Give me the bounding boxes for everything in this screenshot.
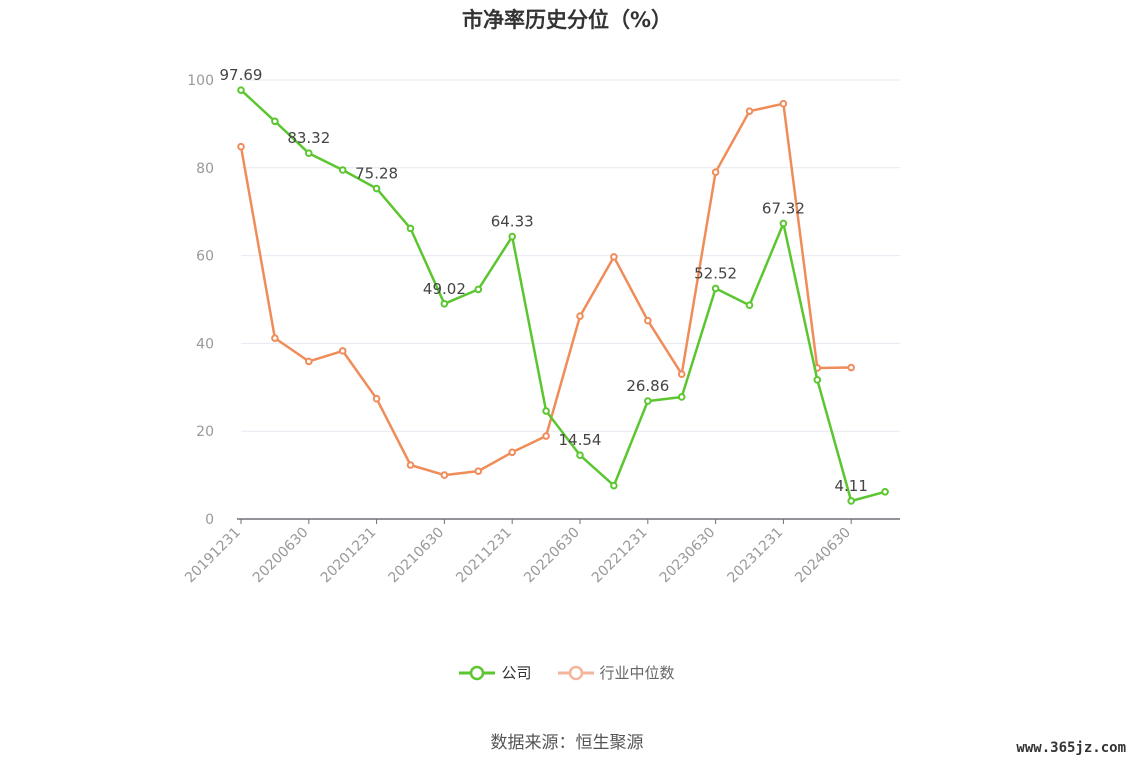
series-lines (237, 86, 889, 505)
data-point-s1-18[interactable] (847, 363, 856, 372)
chart-title: 市净率历史分位（%） (461, 8, 673, 32)
legend-label-company: 公司 (501, 664, 532, 682)
data-label-14: 52.52 (694, 264, 737, 282)
data-point-s1-8[interactable] (508, 448, 517, 457)
data-point-s0-16[interactable] (779, 219, 788, 228)
data-label-18: 4.11 (834, 477, 867, 495)
y-tick-label-0: 0 (205, 512, 214, 528)
data-point-s1-14[interactable] (711, 168, 720, 176)
data-point-s0-19[interactable] (881, 487, 889, 496)
data-point-s1-10[interactable] (576, 312, 584, 320)
grid-lines (241, 79, 900, 432)
data-point-s1-13[interactable] (677, 370, 686, 378)
data-point-s1-15[interactable] (745, 107, 754, 115)
x-tick-label-8: 20231231 (725, 525, 787, 587)
data-label-8: 64.33 (491, 213, 534, 231)
data-point-s0-17[interactable] (813, 376, 822, 384)
data-point-s0-18[interactable] (847, 497, 856, 505)
data-point-s0-0[interactable] (237, 86, 245, 94)
data-point-s0-13[interactable] (677, 393, 686, 401)
data-label-4: 75.28 (355, 165, 398, 183)
y-tick-label-5: 100 (187, 73, 214, 89)
x-tick-label-9: 20240630 (792, 525, 854, 587)
data-label-6: 49.02 (423, 280, 466, 298)
data-point-s0-3[interactable] (338, 166, 347, 174)
y-tick-label-4: 80 (196, 161, 214, 177)
data-point-s0-10[interactable] (576, 451, 584, 459)
data-point-s0-1[interactable] (271, 117, 279, 126)
x-tick-label-5: 20220630 (521, 525, 583, 587)
x-tick-label-6: 20221231 (589, 525, 651, 587)
data-point-s0-12[interactable] (644, 397, 652, 405)
x-tick-label-1: 20200630 (250, 525, 312, 587)
legend: 公司 行业中位数 (0, 662, 1134, 683)
data-point-s1-9[interactable] (542, 432, 550, 440)
data-point-s0-7[interactable] (474, 285, 483, 294)
data-point-s1-11[interactable] (610, 253, 618, 261)
data-point-s0-2[interactable] (305, 149, 313, 158)
data-point-s1-7[interactable] (474, 467, 483, 475)
data-label-16: 67.32 (762, 199, 805, 217)
data-point-s1-4[interactable] (372, 394, 381, 403)
legend-label-industry-median: 行业中位数 (599, 664, 675, 682)
y-tick-label-2: 40 (196, 336, 214, 352)
data-point-s1-1[interactable] (271, 334, 279, 342)
data-point-s1-16[interactable] (779, 99, 788, 108)
legend-item-industry-median[interactable]: 行业中位数 (557, 662, 675, 683)
y-tick-label-3: 60 (196, 249, 214, 265)
data-point-s1-2[interactable] (305, 357, 313, 366)
data-point-s0-6[interactable] (440, 300, 449, 308)
data-point-s0-11[interactable] (610, 481, 618, 490)
data-point-s0-15[interactable] (745, 301, 754, 310)
series-line-0 (240, 89, 886, 503)
legend-industry-line-icon (557, 665, 594, 680)
data-label-10: 14.54 (559, 431, 602, 449)
watermark: www.365jz.com (1016, 740, 1126, 756)
legend-company-line-icon (459, 665, 496, 680)
x-tick-label-4: 20211231 (453, 525, 515, 587)
data-point-s1-0[interactable] (237, 142, 245, 151)
data-label-2: 83.32 (287, 129, 330, 147)
data-label-0: 97.69 (220, 66, 263, 84)
data-point-s1-6[interactable] (440, 471, 449, 479)
data-label-12: 26.86 (626, 377, 669, 395)
x-tick-label-3: 20210630 (386, 525, 448, 587)
series-line-1 (239, 102, 852, 477)
data-point-s0-5[interactable] (406, 224, 415, 233)
data-point-s1-3[interactable] (338, 347, 347, 355)
data-labels: 97.69 83.32 75.28 49.02 64.33 14.54 26.86 52.52… (220, 66, 868, 495)
legend-item-company[interactable]: 公司 (459, 662, 532, 683)
y-tick-label-1: 20 (196, 424, 214, 440)
data-point-s1-5[interactable] (406, 461, 415, 469)
x-tick-label-7: 20230630 (657, 525, 719, 587)
x-tick-label-0: 20191231 (182, 525, 244, 587)
data-point-s0-9[interactable] (542, 407, 550, 415)
data-point-s0-14[interactable] (711, 284, 720, 293)
source-note: 数据来源：恒生聚源 (490, 733, 644, 753)
data-point-s1-12[interactable] (644, 316, 652, 325)
data-point-s0-4[interactable] (372, 184, 381, 193)
x-tick-label-2: 20201231 (318, 525, 380, 587)
data-point-s0-8[interactable] (508, 232, 517, 241)
